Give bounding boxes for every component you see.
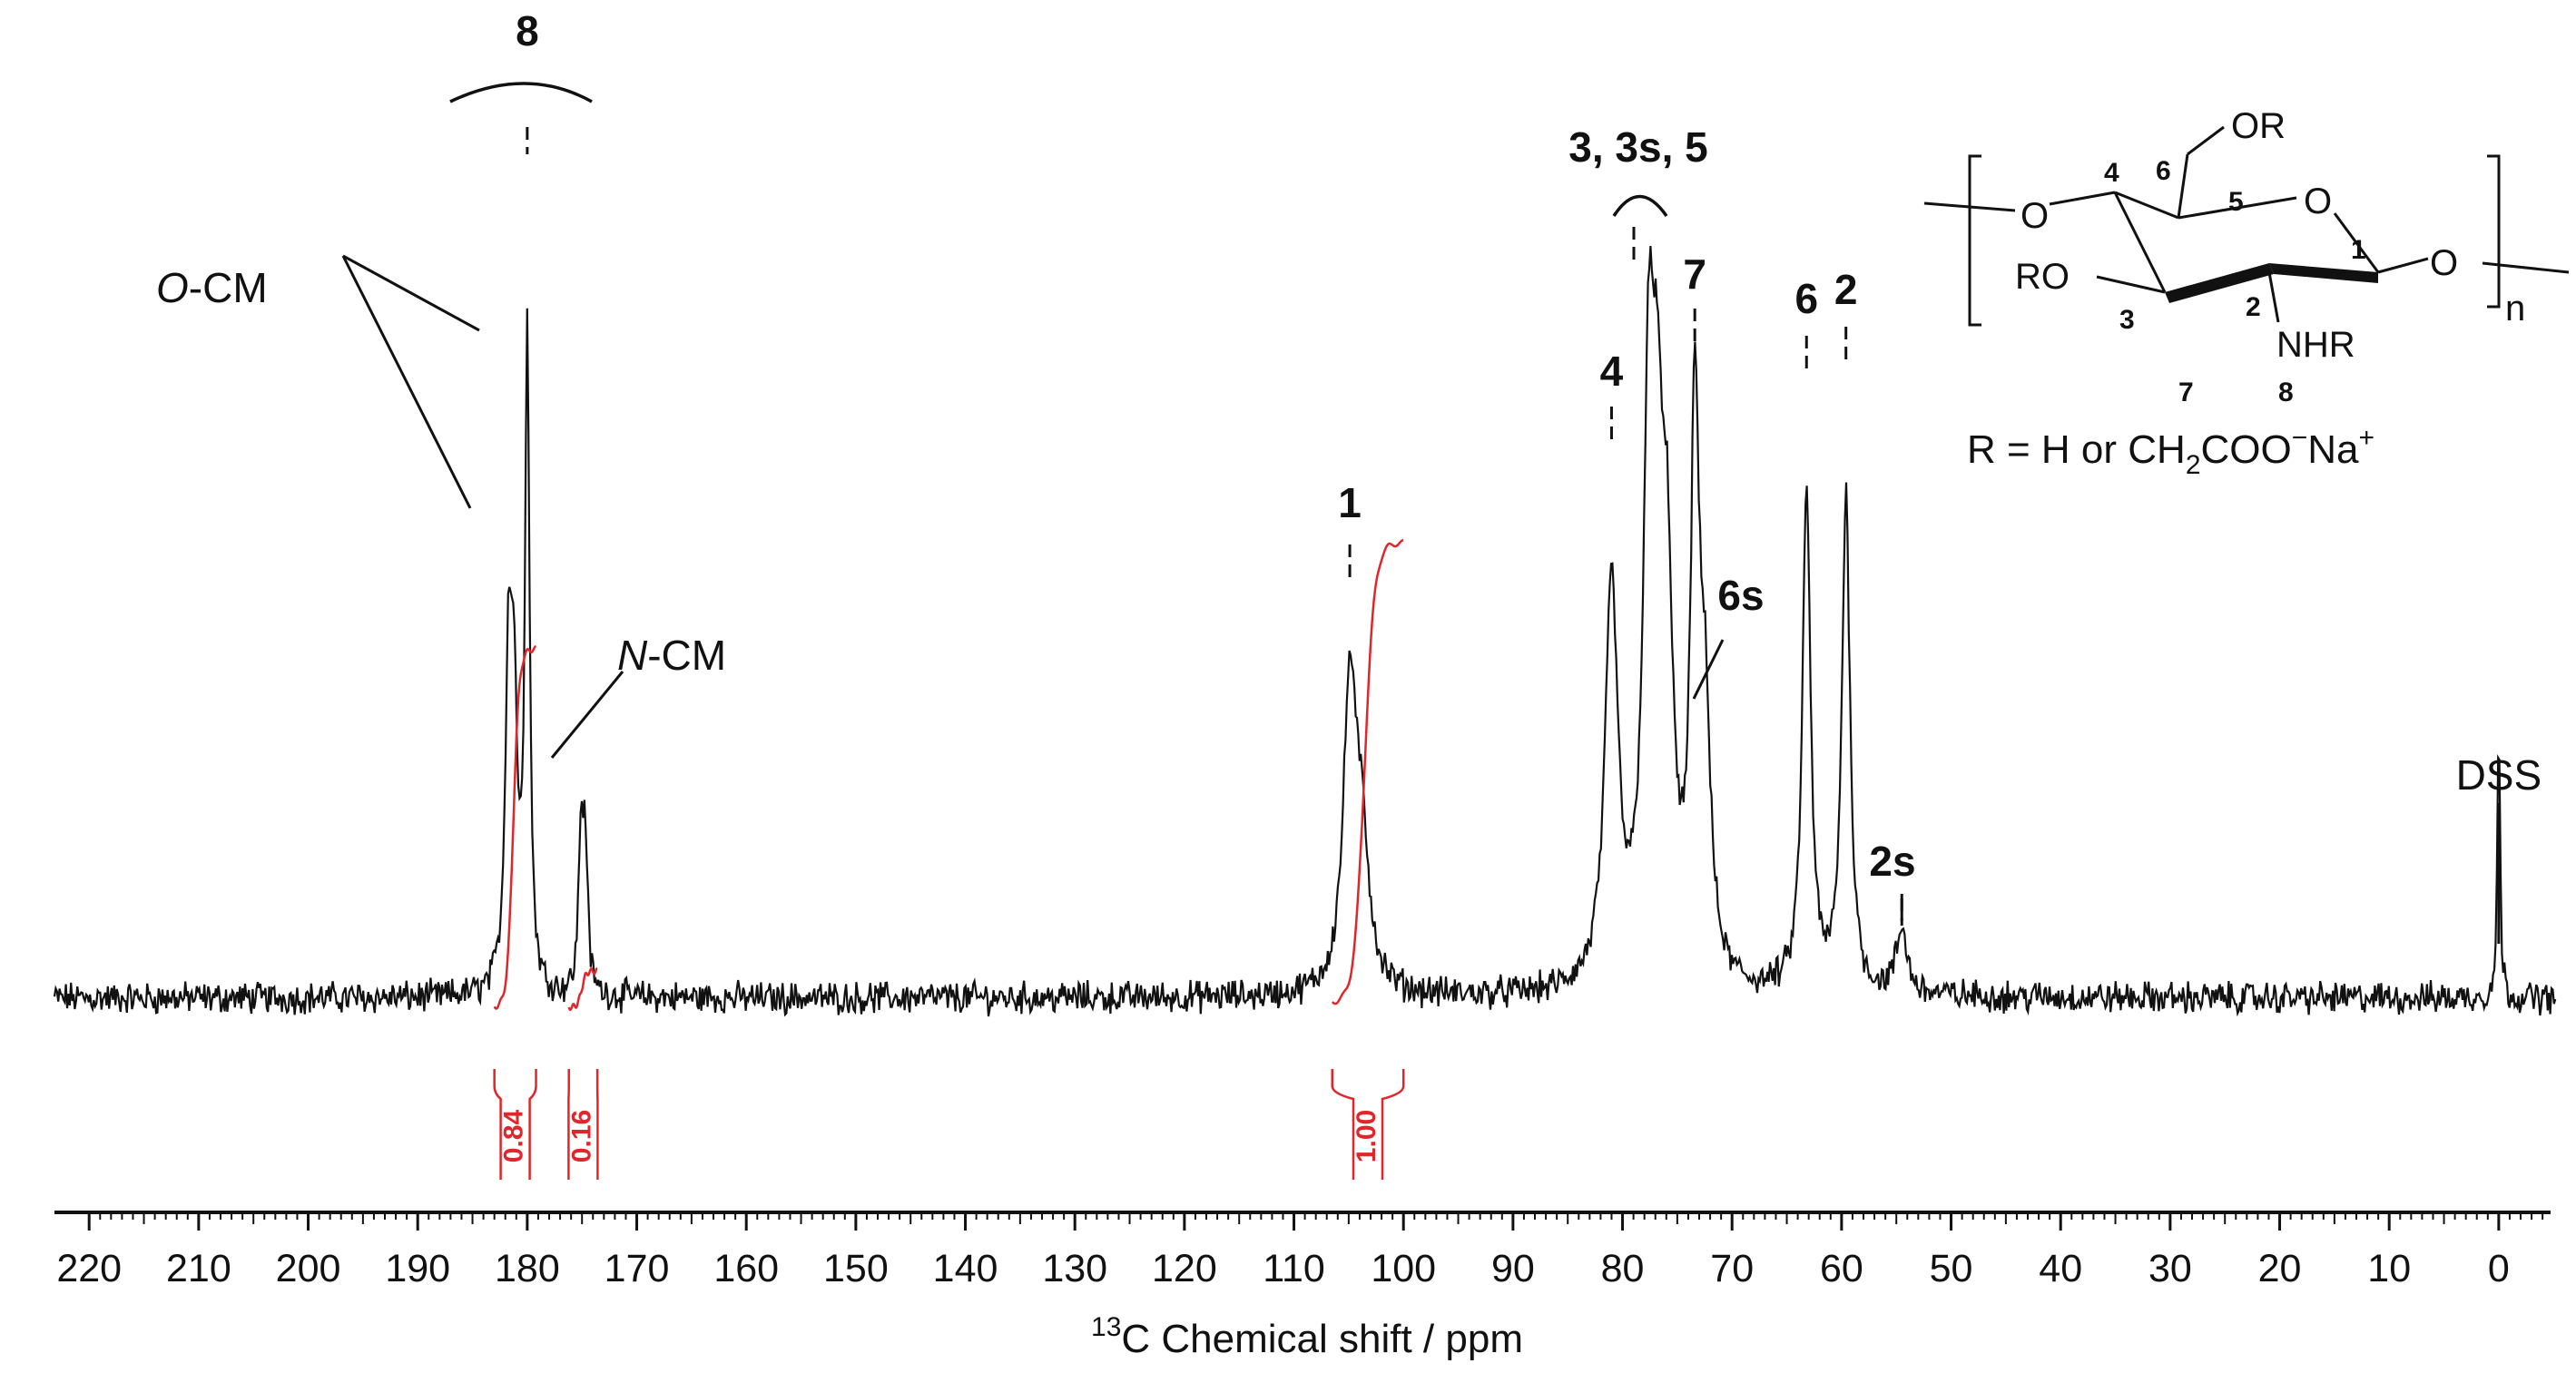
x-tick-label: 140: [933, 1247, 998, 1290]
integral-value: 0.84: [499, 1109, 529, 1162]
bond-c4-c3: [2113, 191, 2167, 293]
peak-label: 8: [516, 7, 539, 54]
bracket-3-3s-5: [1612, 194, 1668, 218]
x-tick-label: 50: [1930, 1247, 1973, 1290]
x-tick-label: 170: [605, 1247, 670, 1290]
x-tick-label: 10: [2367, 1247, 2411, 1290]
x-tick-label: 110: [1263, 1247, 1325, 1290]
x-tick-label: 80: [1601, 1247, 1645, 1290]
integral-curve: [1331, 539, 1404, 1005]
chemical-structure: n O O OR RO NHR O 1 2 3 4 5 6 7: [1923, 106, 2570, 480]
integral-bracket: [493, 1069, 537, 1180]
peak-label: 6s: [1717, 572, 1764, 619]
integral-bracket: [567, 1069, 599, 1180]
6s-leader: [1692, 639, 1725, 700]
x-tick-label: 20: [2258, 1247, 2302, 1290]
substituent-or: OR: [2231, 106, 2286, 146]
integral-curve: [493, 644, 536, 1010]
glycosidic-o-right: O: [2430, 243, 2458, 283]
wedge-bond-c2-c1: [2269, 263, 2378, 283]
atom-number-8: 8: [2278, 378, 2294, 407]
x-axis-ticks: [87, 1212, 2544, 1231]
integral-value: 0.16: [566, 1110, 596, 1162]
x-tick-label: 30: [2148, 1247, 2192, 1290]
atom-number-2: 2: [2246, 292, 2261, 322]
peak-label: 6: [1794, 275, 1818, 322]
x-tick-label: 210: [166, 1247, 231, 1290]
ring-oxygen: O: [2304, 181, 2332, 221]
r-definition: R = H or CH2COO−Na+: [1967, 423, 2374, 480]
o-cm-leader-1: [342, 254, 480, 332]
x-tick-label: 220: [56, 1247, 122, 1290]
peak-label: DSS: [2456, 751, 2542, 799]
atom-number-6: 6: [2156, 156, 2171, 186]
x-axis-title-superscript: 13: [1091, 1312, 1121, 1342]
peak-label: 2s: [1869, 838, 1915, 885]
substituent-nhr: NHR: [2276, 325, 2355, 365]
atom-number-1: 1: [2351, 235, 2366, 265]
x-axis-title: 13C Chemical shift / ppm: [1091, 1312, 1523, 1361]
atom-number-5: 5: [2228, 187, 2244, 217]
bond-ro-c3: [2096, 275, 2166, 294]
peak-label: 3, 3s, 5: [1568, 123, 1707, 171]
integral-value: 1.00: [1352, 1110, 1381, 1162]
x-tick-label: 150: [823, 1247, 889, 1290]
repeat-n: n: [2505, 289, 2525, 329]
x-tick-label: 130: [1042, 1247, 1107, 1290]
peak-label: 7: [1683, 250, 1706, 298]
repeat-bracket-left: [1968, 154, 1981, 327]
x-tick-label: 160: [713, 1247, 779, 1290]
peak-label: 1: [1338, 479, 1362, 526]
bond-o-c4: [2049, 191, 2116, 206]
atom-number-7: 7: [2178, 378, 2194, 407]
x-tick-label: 90: [1491, 1247, 1535, 1290]
x-axis-title-text: C Chemical shift / ppm: [1121, 1317, 1523, 1361]
bond-c4-c5a: [2114, 191, 2179, 220]
n-cm-label: N-CM: [617, 632, 726, 679]
peak-label: 2: [1834, 266, 1858, 313]
o-cm-label: O-CM: [156, 264, 268, 311]
o-cm-leader-2: [341, 255, 472, 509]
x-tick-label: 60: [1820, 1247, 1863, 1290]
x-tick-label: 40: [2039, 1247, 2082, 1290]
peak-label: 4: [1600, 348, 1624, 395]
x-tick-label: 70: [1710, 1247, 1754, 1290]
x-tick-label: 200: [276, 1247, 341, 1290]
atom-number-4: 4: [2104, 158, 2119, 188]
atom-number-3: 3: [2119, 305, 2135, 335]
x-tick-label: 100: [1371, 1247, 1436, 1290]
bond-c1-o: [2377, 257, 2429, 274]
x-tick-label: 180: [495, 1247, 560, 1290]
bond-c5-c6: [2177, 153, 2189, 219]
bond-c6-o: [2187, 125, 2225, 156]
integral-curve: [567, 966, 598, 1012]
x-tick-label: 120: [1152, 1247, 1217, 1290]
x-axis-tick-labels: 220 210 200 190 180 170 160 150 140 130 120 110 100 9…: [56, 1247, 2510, 1290]
glycosidic-o-left: O: [2020, 196, 2049, 236]
wedge-bond-c3-c2: [2165, 263, 2274, 303]
n-cm-leader: [550, 671, 624, 759]
integrals: 0.84 0.16 1.00: [493, 539, 1405, 1180]
bond-right-outer: [2482, 261, 2570, 274]
spectrum-trace: [53, 245, 2557, 1017]
bracket-8: [449, 82, 593, 103]
bond-left-outer: [1923, 201, 2016, 212]
repeat-bracket-right: [2487, 154, 2501, 309]
x-tick-label: 190: [385, 1247, 450, 1290]
bond-c2-n: [2267, 271, 2280, 323]
x-tick-label: 0: [2488, 1247, 2510, 1290]
bond-c5-region: [2178, 196, 2297, 220]
bond-ro-c1: [2333, 212, 2380, 273]
substituent-ro: RO: [2015, 257, 2070, 297]
integral-bracket: [1331, 1069, 1405, 1180]
